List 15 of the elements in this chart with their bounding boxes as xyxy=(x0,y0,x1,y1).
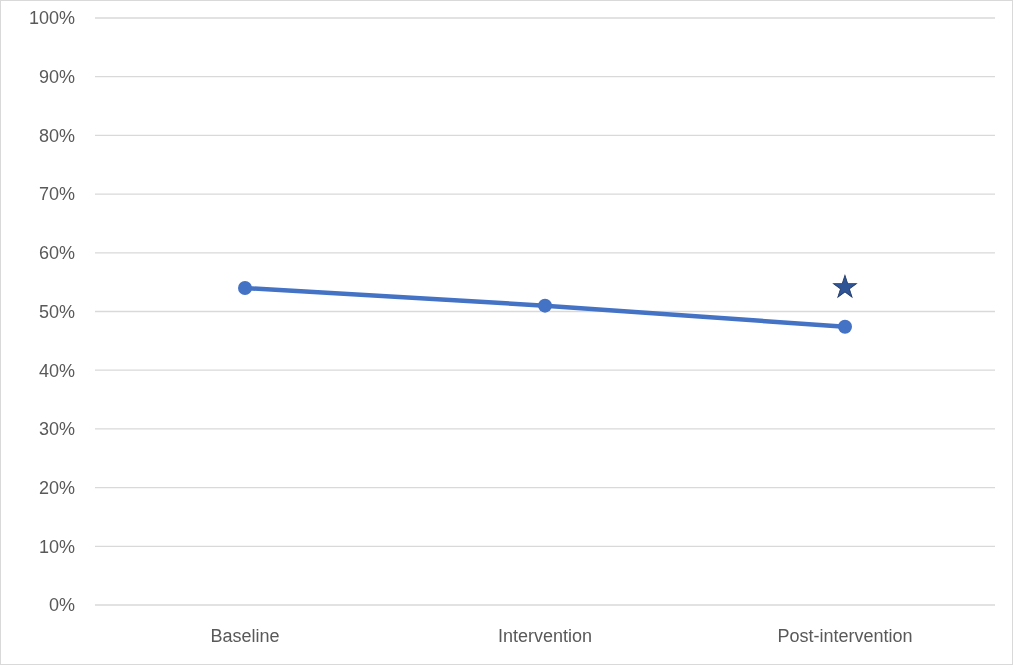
x-tick-label: Intervention xyxy=(497,626,593,646)
y-tick-label: 100% xyxy=(28,8,75,29)
y-tick-label: 20% xyxy=(38,477,75,498)
y-tick-label: 90% xyxy=(38,67,75,87)
y-tick-label: 10% xyxy=(38,536,75,557)
y-tick-label: 70% xyxy=(38,184,75,205)
annotation: ★ xyxy=(831,269,859,305)
y-tick-label: 60% xyxy=(38,243,75,264)
x-tick-label: Post-intervention xyxy=(777,626,913,646)
y-tick-label: 50% xyxy=(38,301,75,322)
y-tick-label: 0% xyxy=(48,595,75,616)
y-tick-label: 40% xyxy=(38,360,75,381)
y-tick-label: 30% xyxy=(38,419,75,440)
x-tick-label: Baseline xyxy=(210,626,280,646)
y-tick-label: 80% xyxy=(38,125,75,146)
